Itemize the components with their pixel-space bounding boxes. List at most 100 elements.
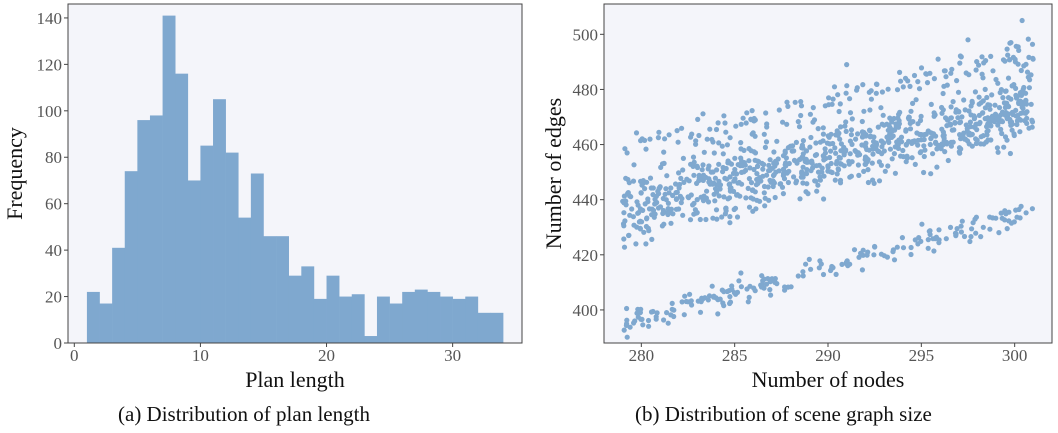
data-point	[755, 163, 761, 169]
data-point	[670, 192, 676, 199]
data-point	[919, 132, 925, 138]
data-point	[973, 136, 979, 142]
data-point	[817, 174, 823, 180]
data-point	[622, 146, 628, 152]
data-point	[978, 234, 984, 240]
data-point	[689, 302, 695, 308]
data-point	[898, 153, 904, 159]
data-point	[746, 176, 753, 182]
data-point	[624, 305, 630, 312]
data-point	[1005, 95, 1012, 101]
data-point	[653, 314, 659, 320]
data-point	[931, 76, 938, 82]
data-point	[951, 127, 957, 133]
data-point	[745, 185, 751, 191]
data-point	[743, 120, 749, 126]
data-point	[885, 163, 891, 169]
data-point	[760, 166, 766, 172]
data-point	[760, 173, 766, 179]
data-point	[747, 283, 753, 289]
data-point	[741, 160, 747, 166]
data-point	[924, 80, 931, 86]
data-point	[704, 188, 710, 194]
data-point	[925, 237, 931, 243]
data-point	[961, 97, 967, 103]
data-point	[847, 110, 854, 116]
x-tick-label: 280	[629, 346, 655, 365]
data-point	[997, 90, 1003, 96]
data-point	[870, 177, 876, 183]
data-point	[868, 96, 875, 102]
data-point	[740, 115, 746, 121]
data-point	[631, 222, 637, 228]
data-point	[990, 68, 996, 74]
data-point	[762, 195, 768, 201]
data-point	[732, 166, 738, 173]
y-tick-label: 60	[45, 195, 62, 214]
data-point	[695, 116, 701, 122]
data-point	[834, 128, 840, 134]
data-point	[903, 128, 909, 134]
data-point	[688, 134, 694, 140]
data-point	[995, 149, 1001, 155]
data-point	[661, 317, 667, 323]
data-point	[664, 310, 670, 316]
data-point	[804, 167, 810, 173]
data-point	[629, 206, 635, 212]
data-point	[985, 102, 991, 108]
data-point	[912, 161, 918, 167]
data-point	[772, 163, 778, 169]
data-point	[763, 281, 770, 287]
data-point	[749, 187, 756, 193]
histogram-bar	[389, 303, 403, 343]
data-point	[700, 162, 706, 168]
data-point	[892, 144, 898, 150]
data-point	[918, 149, 924, 155]
data-point	[967, 238, 973, 245]
data-point	[837, 180, 844, 186]
x-tick-label: 295	[909, 346, 935, 365]
data-point	[726, 195, 733, 201]
data-point	[856, 172, 862, 178]
data-point	[826, 134, 832, 140]
data-point	[921, 169, 927, 176]
histogram-bar	[301, 266, 315, 343]
data-point	[918, 65, 925, 71]
data-point	[847, 151, 853, 157]
data-point	[746, 146, 752, 152]
data-point	[680, 167, 686, 173]
x-tick-label: 10	[192, 346, 209, 365]
data-point	[940, 133, 946, 139]
data-point	[898, 78, 904, 84]
data-point	[807, 144, 813, 150]
data-point	[641, 229, 647, 235]
data-point	[880, 112, 886, 118]
data-point	[855, 162, 862, 168]
data-point	[1023, 210, 1029, 216]
data-point	[830, 140, 836, 147]
data-point	[1026, 85, 1032, 91]
data-point	[844, 62, 850, 68]
data-point	[694, 197, 700, 203]
data-point	[922, 147, 928, 153]
data-point	[768, 292, 774, 298]
data-point	[1004, 226, 1010, 232]
data-point	[714, 216, 720, 222]
data-point	[859, 118, 865, 125]
data-point	[679, 125, 685, 131]
data-point	[705, 166, 711, 172]
data-point	[921, 143, 927, 149]
data-point	[993, 76, 999, 83]
data-point	[714, 189, 720, 195]
data-point	[878, 105, 884, 111]
data-point	[621, 210, 627, 216]
data-point	[930, 151, 936, 157]
data-point	[724, 288, 730, 295]
data-point	[939, 141, 945, 147]
data-point	[865, 179, 872, 186]
data-point	[814, 188, 820, 194]
data-point	[745, 299, 751, 305]
data-point	[813, 140, 819, 146]
data-point	[860, 247, 866, 253]
data-point	[1008, 119, 1015, 125]
